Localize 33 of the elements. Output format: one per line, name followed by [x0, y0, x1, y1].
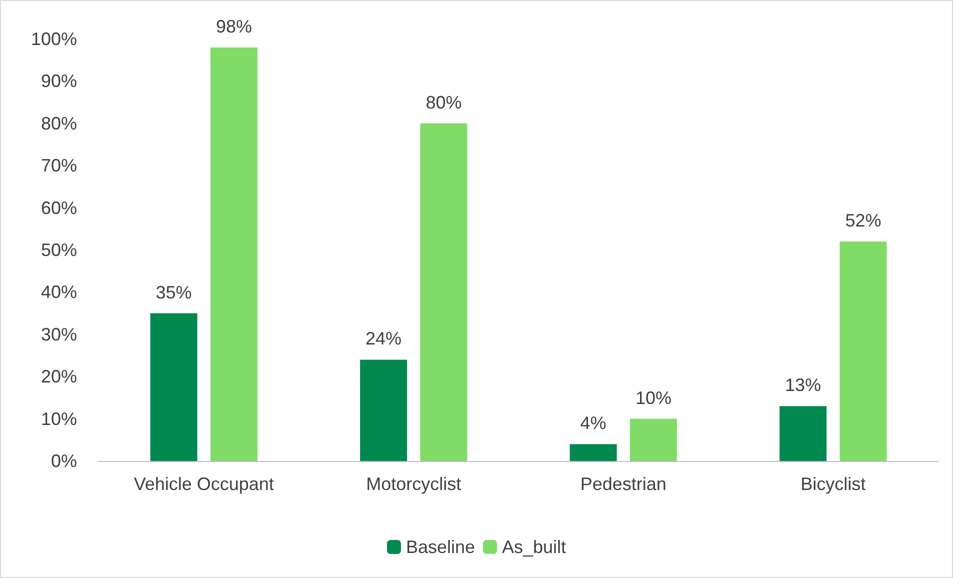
bar — [840, 242, 887, 461]
bar — [630, 418, 677, 461]
bar — [420, 123, 468, 461]
y-tick-label: 60% — [40, 198, 77, 218]
y-tick-label: 20% — [40, 366, 77, 387]
x-tick-label: Pedestrian — [580, 474, 666, 494]
y-tick-label: 30% — [40, 324, 77, 344]
bar — [570, 444, 617, 461]
y-tick-label: 50% — [40, 240, 77, 260]
bar — [360, 360, 408, 461]
bar — [780, 406, 827, 461]
x-tick-label: Bicyclist — [800, 474, 866, 494]
data-label: 10% — [635, 388, 672, 408]
y-tick-label: 80% — [40, 113, 77, 134]
y-tick-label: 70% — [40, 156, 77, 176]
y-tick-label: 40% — [40, 282, 77, 302]
data-label: 52% — [845, 210, 882, 231]
y-tick-label: 100% — [30, 29, 77, 49]
y-tick-label: 90% — [40, 71, 77, 92]
data-label: 13% — [785, 375, 822, 396]
y-tick-label: 10% — [40, 408, 77, 429]
x-tick-label: Motorcyclist — [366, 474, 462, 494]
bar — [150, 313, 198, 461]
y-tick-label: 0% — [50, 451, 77, 471]
legend-label: As_built — [502, 537, 566, 557]
data-label: 80% — [426, 92, 462, 112]
bar — [210, 47, 258, 461]
legend-label: Baseline — [406, 537, 476, 557]
data-label: 98% — [216, 16, 252, 36]
data-label: 35% — [156, 282, 192, 302]
data-label: 24% — [366, 328, 402, 349]
x-tick-label: Vehicle Occupant — [134, 474, 274, 494]
data-label: 4% — [580, 413, 606, 434]
